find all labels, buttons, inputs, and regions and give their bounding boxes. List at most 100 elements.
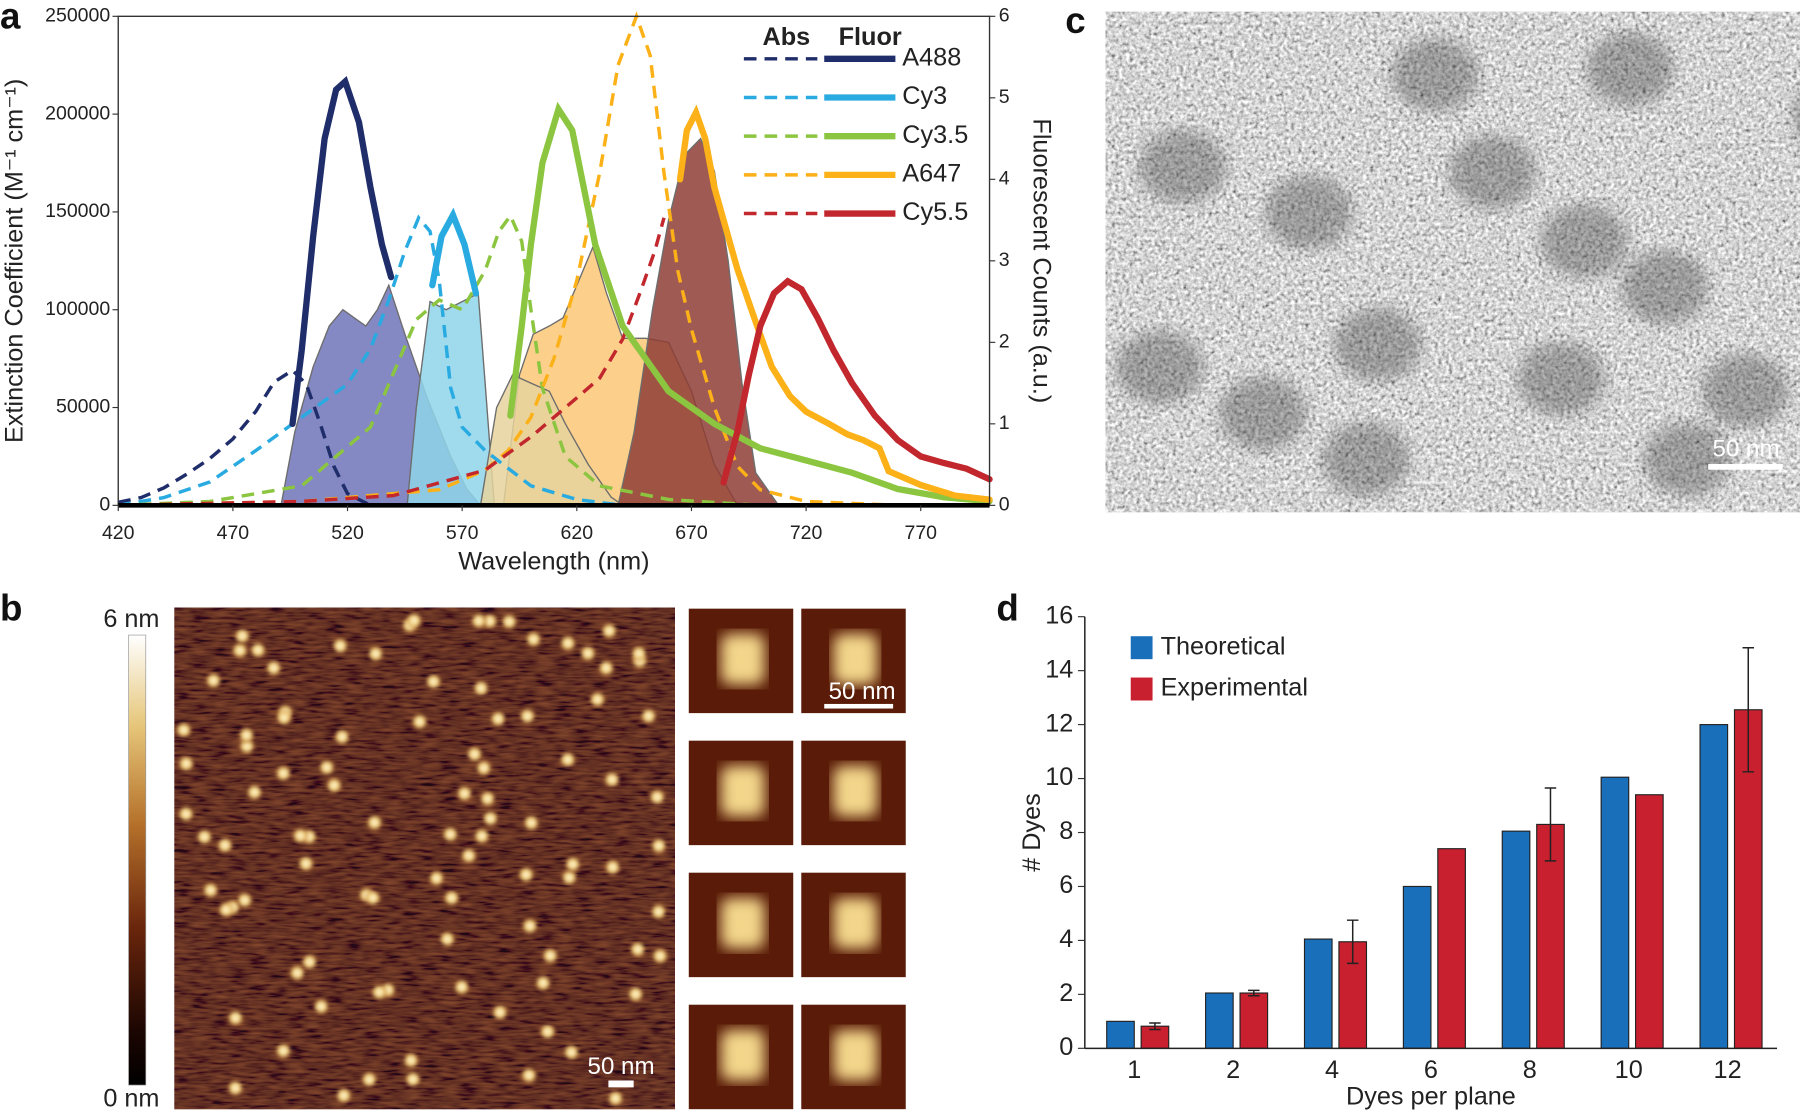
fluor-line xyxy=(289,75,395,427)
origami-particle xyxy=(560,1041,583,1064)
tem-particle xyxy=(1322,422,1410,497)
origami-particle xyxy=(516,865,536,884)
legend-swatch xyxy=(1130,636,1153,660)
origami-particle xyxy=(626,938,650,961)
origami-particle xyxy=(331,726,353,748)
bar xyxy=(1239,992,1269,1049)
afm-image xyxy=(172,607,675,1110)
afm-texture xyxy=(174,607,675,1110)
bar xyxy=(1303,938,1333,1049)
origami-particle xyxy=(215,899,237,921)
x-tick-label: 770 xyxy=(904,522,937,544)
colorbar-max: 6 nm xyxy=(103,605,159,633)
legend-swatch xyxy=(1130,677,1153,701)
y2-tick-label: 2 xyxy=(999,330,1010,352)
origami-particle xyxy=(402,1068,424,1091)
origami-particle xyxy=(214,835,236,856)
legend-label: Experimental xyxy=(1161,674,1308,702)
afm-inset-particle xyxy=(833,1029,878,1081)
origami-particle xyxy=(273,763,294,784)
origami-particle xyxy=(637,704,661,728)
origami-particle xyxy=(518,1064,540,1086)
origami-particle xyxy=(602,769,622,790)
error-bar xyxy=(1248,989,1260,997)
y2-tick-label: 6 xyxy=(999,4,1010,26)
y-tick-label: 6 xyxy=(1059,871,1073,899)
error-bar xyxy=(1544,787,1557,862)
origami-particle xyxy=(176,804,196,824)
legend-header: Fluor xyxy=(839,23,902,51)
scale-bar-label: 50 nm xyxy=(588,1053,655,1080)
origami-particle xyxy=(271,1039,295,1063)
tem-particle xyxy=(1448,135,1536,210)
origami-particle xyxy=(311,997,331,1016)
tem-particle xyxy=(1620,250,1709,324)
y-tick-label: 150000 xyxy=(45,200,110,222)
x-tick-label: 470 xyxy=(217,522,250,544)
origami-particle xyxy=(440,824,461,845)
bar xyxy=(1699,724,1729,1049)
origami-particle xyxy=(175,752,198,775)
origami-particle xyxy=(172,718,196,742)
y2-tick-label: 5 xyxy=(999,86,1010,108)
origami-particle xyxy=(601,855,625,879)
bar xyxy=(1106,1020,1135,1049)
y-tick-label: 2 xyxy=(1059,979,1073,1007)
x-tick-label: 570 xyxy=(446,522,479,544)
y2-axis-title: Fluorescent Counts (a.u.) xyxy=(1027,118,1055,403)
origami-particle xyxy=(539,944,562,967)
origami-particle xyxy=(231,624,254,648)
legend-label: A488 xyxy=(902,43,961,71)
origami-particle xyxy=(471,825,493,847)
y-tick-label: 14 xyxy=(1045,655,1073,683)
y-tick-label: 4 xyxy=(1059,925,1073,953)
bar xyxy=(1635,794,1664,1049)
afm-inset-particle xyxy=(720,765,765,817)
x-tick-label: 1 xyxy=(1127,1056,1141,1084)
y-axis-title: Extinction Coefficient (M⁻¹ cm⁻¹) xyxy=(1,79,29,443)
bar xyxy=(1205,992,1234,1049)
abs-line xyxy=(117,368,372,507)
legend-label: Cy5.5 xyxy=(902,198,968,226)
legend-label: Cy3.5 xyxy=(902,121,968,149)
abs-line xyxy=(118,212,761,508)
origami-particle xyxy=(488,709,508,729)
origami-particle xyxy=(471,678,492,699)
fluor-line xyxy=(429,207,480,297)
colorbar-min: 0 nm xyxy=(103,1085,159,1113)
origami-particle xyxy=(243,781,266,803)
tem-particle xyxy=(1793,95,1800,135)
x-tick-label: 6 xyxy=(1424,1056,1438,1084)
origami-particle xyxy=(464,743,485,765)
x-tick-label: 2 xyxy=(1226,1056,1240,1084)
origami-particle xyxy=(366,644,386,664)
origami-particle xyxy=(369,982,390,1002)
origami-particle xyxy=(625,984,646,1005)
inset-scale-bar xyxy=(824,703,894,709)
origami-particle xyxy=(273,707,295,728)
origami-particle xyxy=(247,639,269,662)
tem-particle xyxy=(1219,376,1307,451)
abs-line xyxy=(118,217,666,508)
tem-particle xyxy=(1701,353,1789,428)
scale-bar xyxy=(608,1080,634,1088)
origami-particle xyxy=(426,868,447,888)
bar xyxy=(1501,830,1531,1049)
fluor-line xyxy=(676,104,993,503)
y2-tick-label: 3 xyxy=(999,249,1010,271)
origami-particle xyxy=(437,929,457,949)
fluor-line xyxy=(507,101,993,505)
origami-particle xyxy=(450,975,474,999)
tem-particle xyxy=(1138,129,1227,204)
x-tick-label: 12 xyxy=(1714,1056,1742,1084)
x-axis-title: Wavelength (nm) xyxy=(458,547,649,575)
legend-label: Cy3 xyxy=(902,82,947,110)
bar xyxy=(1437,848,1466,1049)
y-tick-label: 200000 xyxy=(45,102,110,124)
tem-particle xyxy=(1540,204,1628,279)
afm-inset-particle xyxy=(833,765,878,817)
tem-particle xyxy=(1391,38,1479,112)
origami-particle xyxy=(576,642,600,665)
